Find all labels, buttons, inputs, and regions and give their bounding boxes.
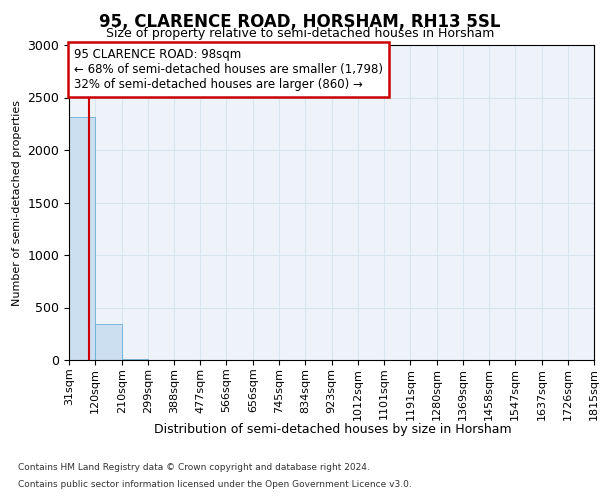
- Text: Contains HM Land Registry data © Crown copyright and database right 2024.: Contains HM Land Registry data © Crown c…: [18, 462, 370, 471]
- Text: 95, CLARENCE ROAD, HORSHAM, RH13 5SL: 95, CLARENCE ROAD, HORSHAM, RH13 5SL: [99, 12, 501, 30]
- Text: 95 CLARENCE ROAD: 98sqm
← 68% of semi-detached houses are smaller (1,798)
32% of: 95 CLARENCE ROAD: 98sqm ← 68% of semi-de…: [74, 48, 383, 91]
- Text: Size of property relative to semi-detached houses in Horsham: Size of property relative to semi-detach…: [106, 28, 494, 40]
- Bar: [69, 118, 95, 360]
- Bar: [95, 324, 122, 360]
- Text: Distribution of semi-detached houses by size in Horsham: Distribution of semi-detached houses by …: [154, 422, 512, 436]
- Y-axis label: Number of semi-detached properties: Number of semi-detached properties: [12, 100, 22, 306]
- Text: Contains public sector information licensed under the Open Government Licence v3: Contains public sector information licen…: [18, 480, 412, 489]
